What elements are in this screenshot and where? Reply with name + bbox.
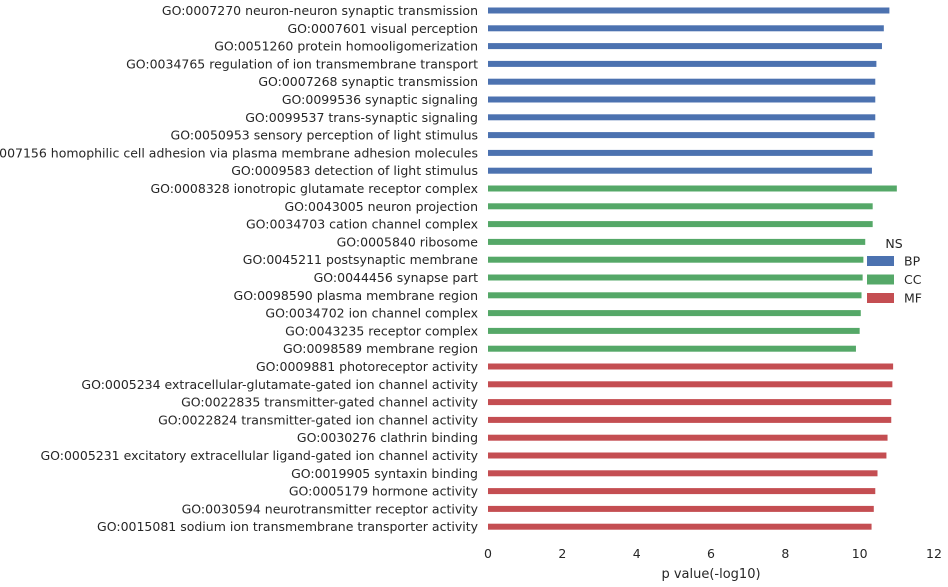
x-tick-label: 6: [707, 546, 715, 561]
bar-mf: [488, 363, 894, 370]
bar-cc: [488, 221, 873, 228]
category-label: GO:0030276 clathrin binding: [297, 430, 478, 445]
bar-cc: [488, 256, 864, 263]
category-label: GO:0008328 ionotropic glutamate receptor…: [151, 181, 479, 196]
category-label: GO:0045211 postsynaptic membrane: [243, 252, 479, 267]
x-tick-label: 0: [484, 546, 492, 561]
category-label: GO:0098590 plasma membrane region: [234, 288, 478, 303]
category-label: GO:0005840 ribosome: [337, 234, 479, 249]
category-label: GO:0022835 transmitter-gated channel act…: [181, 395, 478, 410]
x-tick-label: 2: [558, 546, 566, 561]
legend-label-mf: MF: [904, 291, 922, 306]
bar-cc: [488, 345, 856, 352]
category-label: GO:0007601 visual perception: [287, 21, 478, 36]
x-tick-label: 10: [852, 546, 868, 561]
category-label: GO:0005179 hormone activity: [289, 484, 479, 499]
legend-title: NS: [885, 236, 902, 251]
x-axis-ticks: 0 2 4 6 8 10 12: [484, 546, 942, 561]
x-axis-label: p value(-log10): [661, 567, 760, 582]
bar-mf: [488, 488, 876, 495]
category-label: GO:0009583 detection of light stimulus: [231, 163, 478, 178]
bar-cc: [488, 292, 862, 299]
legend: NS BP CC MF: [867, 236, 922, 306]
bar-cc: [488, 238, 866, 245]
category-label: GO:0034703 cation channel complex: [246, 217, 478, 232]
category-label: GO:0050953 sensory perception of light s…: [171, 128, 478, 143]
bar-cc: [488, 327, 860, 334]
category-label: GO:0051260 protein homooligomerization: [214, 39, 478, 54]
bar-mf: [488, 381, 893, 388]
category-label: GO:0009881 photoreceptor activity: [256, 359, 479, 374]
bar-mf: [488, 505, 874, 512]
legend-label-cc: CC: [904, 272, 922, 287]
category-label: GO:0034765 regulation of ion transmembra…: [126, 56, 478, 71]
legend-swatch-bp: [867, 256, 894, 266]
category-label: GO:0043005 neuron projection: [284, 199, 478, 214]
category-label: GO:0005231 excitatory extracellular liga…: [40, 448, 478, 463]
legend-swatch-cc: [867, 274, 894, 285]
x-tick-label: 4: [633, 546, 641, 561]
bar-mf: [488, 523, 872, 530]
bar-bp: [488, 7, 890, 14]
bar-bp: [488, 60, 877, 67]
category-label: GO:0007270 neuron-neuron synaptic transm…: [162, 3, 478, 18]
bars-layer: [488, 7, 897, 530]
x-tick-label: 8: [781, 546, 789, 561]
bar-mf: [488, 470, 878, 477]
bar-bp: [488, 114, 876, 121]
category-label: GO:0007268 synaptic transmission: [258, 74, 478, 89]
category-label: GO:0007156 homophilic cell adhesion via …: [0, 145, 478, 160]
bar-bp: [488, 96, 876, 103]
bar-bp: [488, 132, 875, 139]
bar-bp: [488, 149, 873, 156]
bar-bp: [488, 25, 884, 32]
bar-mf: [488, 416, 892, 423]
category-labels: GO:0007270 neuron-neuron synaptic transm…: [0, 3, 479, 534]
category-label: GO:0005234 extracellular-glutamate-gated…: [81, 377, 478, 392]
x-tick-label: 12: [926, 546, 942, 561]
bar-cc: [488, 310, 861, 317]
bar-bp: [488, 78, 876, 85]
category-label: GO:0015081 sodium ion transmembrane tran…: [97, 519, 479, 534]
category-label: GO:0044456 synapse part: [314, 270, 478, 285]
legend-swatch-mf: [867, 293, 894, 303]
bar-mf: [488, 399, 892, 406]
bar-mf: [488, 434, 888, 441]
legend-entries: BP CC MF: [867, 254, 922, 306]
category-label: GO:0098589 membrane region: [283, 341, 478, 356]
category-label: GO:0019905 syntaxin binding: [291, 466, 478, 481]
bar-cc: [488, 274, 863, 281]
category-label: GO:0022824 transmitter-gated ion channel…: [158, 412, 479, 427]
bar-cc: [488, 203, 873, 210]
category-label: GO:0034702 ion channel complex: [265, 306, 478, 321]
category-label: GO:0043235 receptor complex: [285, 323, 478, 338]
bar-cc: [488, 185, 897, 192]
category-label: GO:0099537 trans-synaptic signaling: [245, 110, 478, 125]
category-label: GO:0099536 synaptic signaling: [282, 92, 478, 107]
bar-bp: [488, 43, 882, 50]
legend-label-bp: BP: [904, 254, 921, 269]
category-label: GO:0030594 neurotransmitter receptor act…: [182, 501, 479, 516]
bar-bp: [488, 167, 872, 174]
bar-mf: [488, 452, 887, 459]
